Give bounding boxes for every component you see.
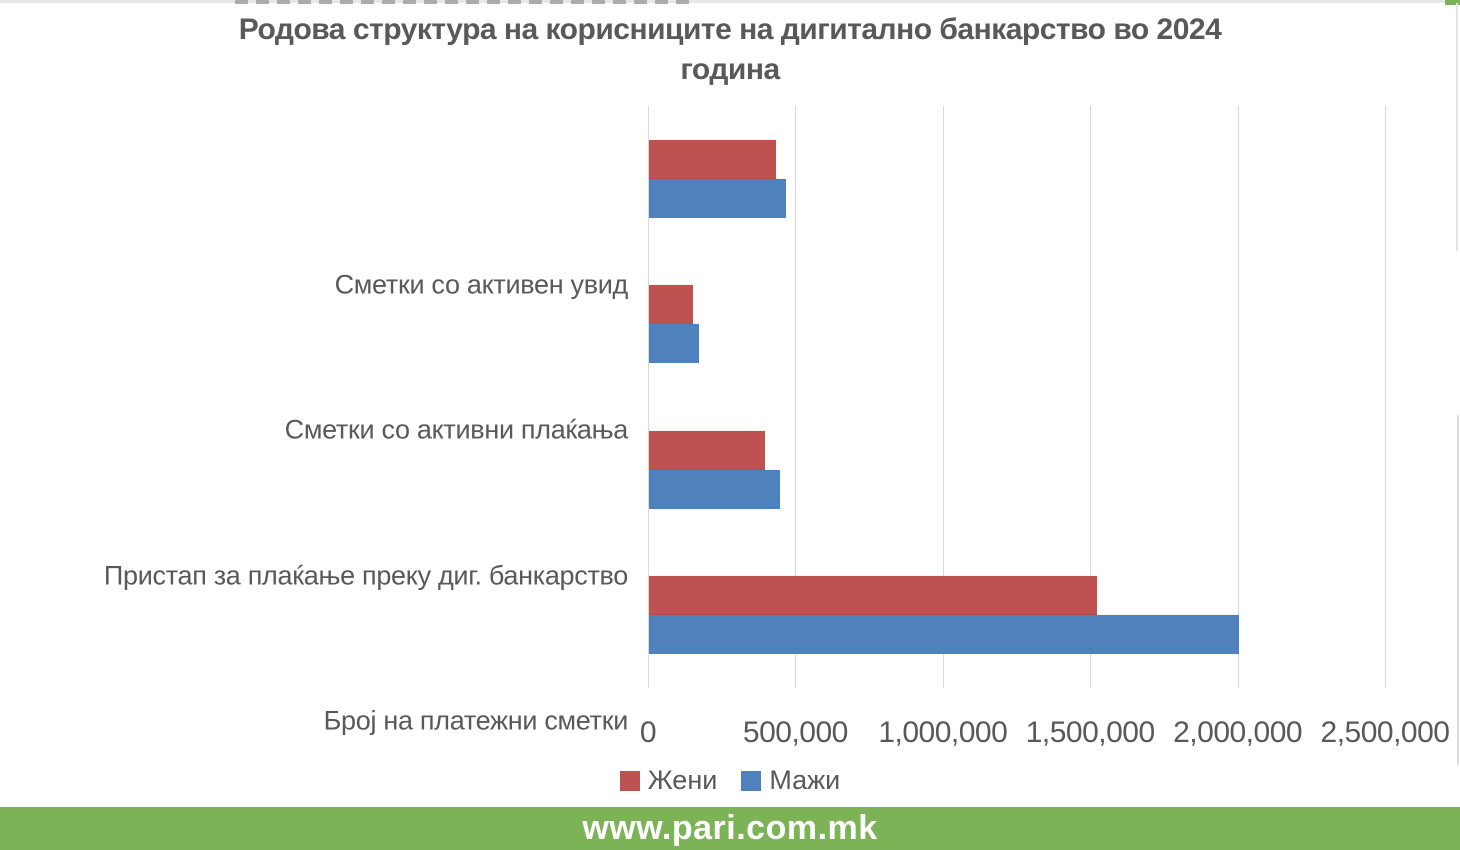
legend-swatch-women xyxy=(619,770,640,791)
bar-men-row1 xyxy=(649,178,787,218)
chart-title-line-1: Родова структура на корисниците на дигит… xyxy=(238,13,1222,46)
bar-men-row4 xyxy=(649,615,1239,655)
bar-women-row3 xyxy=(649,430,766,470)
gridline-3 xyxy=(1090,106,1092,688)
bar-women-row1 xyxy=(649,139,776,179)
gridline-5 xyxy=(1385,106,1386,688)
legend-item-men: Мажи xyxy=(741,765,840,796)
x-tick-label-5: 2,500,000 xyxy=(1320,716,1450,749)
x-tick-label-1: 500,000 xyxy=(742,716,848,749)
clipped-text-artifact xyxy=(235,0,690,4)
right-edge-border-upper xyxy=(1456,3,1458,251)
legend-swatch-men xyxy=(741,770,762,791)
bar-men-row3 xyxy=(649,469,781,509)
legend: Жени Мажи xyxy=(0,765,1460,796)
website-url: www.pari.com.mk xyxy=(582,809,878,847)
chart-title-line-2: година xyxy=(680,53,780,86)
gridline-4 xyxy=(1237,106,1239,688)
x-tick-label-4: 2,000,000 xyxy=(1173,716,1303,749)
category-label-2: Сметки со активни плаќања xyxy=(284,414,629,445)
legend-item-women: Жени xyxy=(619,765,718,796)
category-label-3: Пристап за плаќање преку диг. банкарство xyxy=(103,560,628,591)
x-axis-labels: 0 500,000 1,000,000 1,500,000 2,000,000 2,500… xyxy=(0,716,1460,750)
chart-title: Родова структура на корисниците на дигит… xyxy=(130,10,1330,90)
top-right-green-strip xyxy=(1445,0,1460,5)
gridline-1 xyxy=(795,106,797,688)
x-tick-label-0: 0 xyxy=(639,716,657,749)
gridline-2 xyxy=(942,106,944,688)
x-tick-label-3: 1,500,000 xyxy=(1025,716,1155,749)
plot-area xyxy=(648,106,1386,688)
top-edge-border xyxy=(0,0,1445,3)
category-label-1: Сметки со активен увид xyxy=(334,269,629,300)
gridline-0 xyxy=(648,106,649,688)
right-edge-border-lower xyxy=(1457,415,1459,765)
x-tick-label-2: 1,000,000 xyxy=(878,716,1008,749)
bar-women-row4 xyxy=(649,576,1098,616)
legend-label-women: Жени xyxy=(647,765,718,795)
bar-women-row2 xyxy=(649,285,694,325)
footer-bar: www.pari.com.mk xyxy=(0,807,1460,850)
bar-men-row2 xyxy=(649,324,700,364)
legend-label-men: Мажи xyxy=(769,765,841,795)
